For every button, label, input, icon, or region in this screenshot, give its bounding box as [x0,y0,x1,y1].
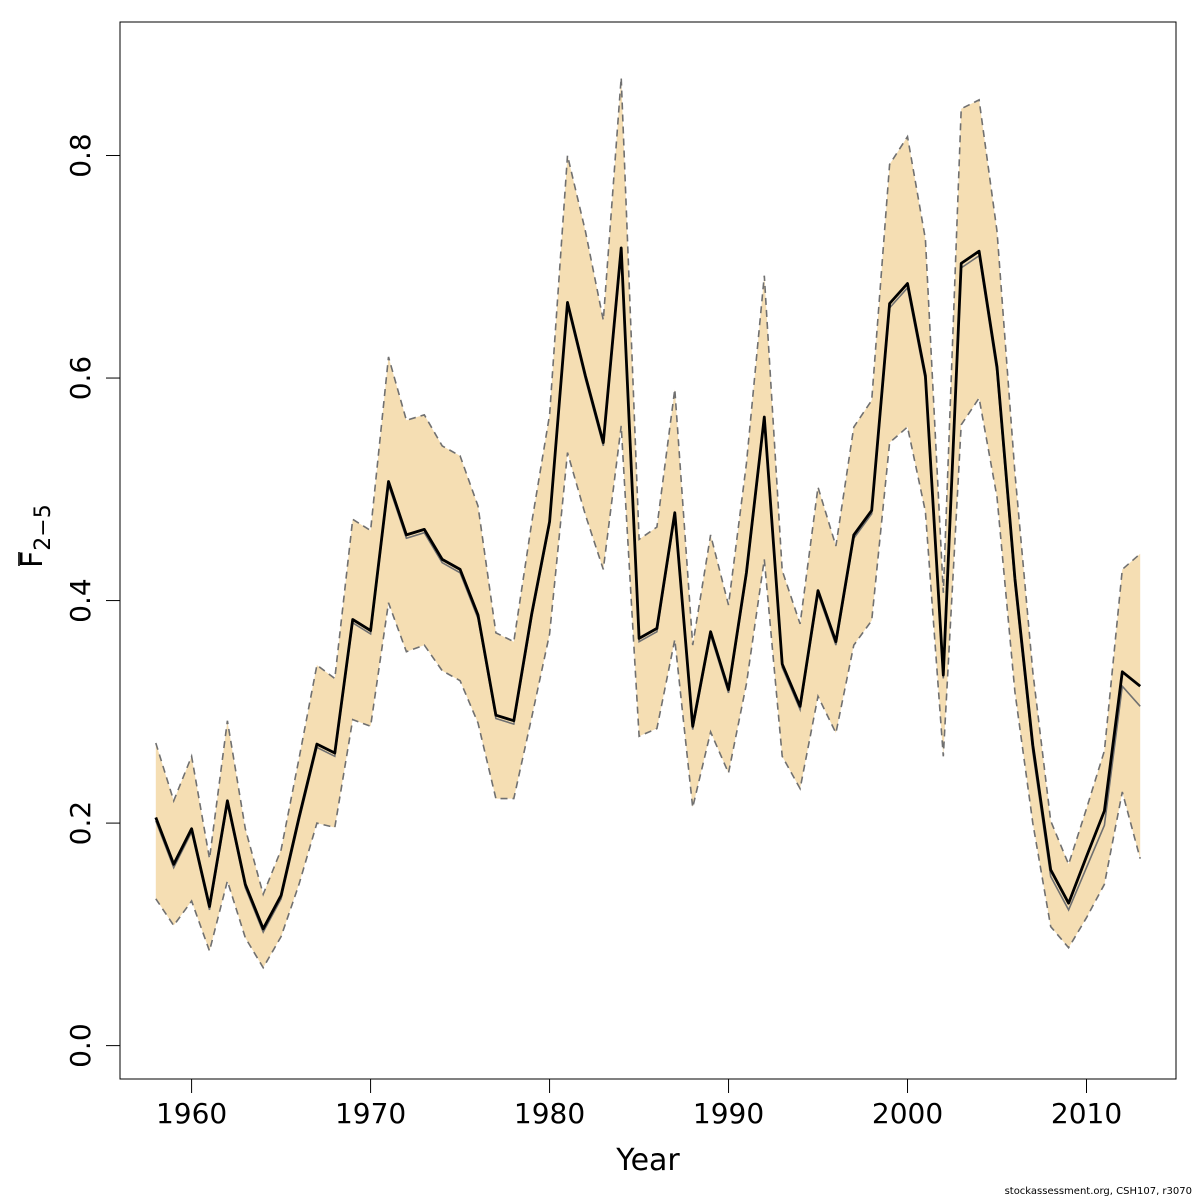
lower-bound-line [155,396,1141,970]
y-axis-title-subscript: 2−5 [31,504,56,550]
x-tick-label: 2010 [1051,1097,1122,1130]
x-axis: 1960 1970 1980 1990 2000 2010 [156,1079,1122,1130]
retrospective-line [155,252,1141,934]
x-tick-label: 2000 [872,1097,943,1130]
x-tick-label: 1990 [693,1097,764,1130]
x-tick-label: 1980 [514,1097,585,1130]
x-tick-label: 1970 [335,1097,406,1130]
y-tick-label: 0.2 [64,801,97,846]
plot-frame [119,21,1177,1080]
y-axis-title-label: F2−5 [15,504,56,568]
y-axis-title: F2−5 [15,504,56,568]
y-tick-label: 0.8 [64,133,97,178]
x-axis-title: Year [615,1143,680,1178]
y-axis: 0.0 0.2 0.4 0.6 0.8 [64,133,120,1068]
estimate-line [154,246,1142,931]
y-tick-label: 0.0 [64,1023,97,1068]
credit-text: stockassessment.org, CSH107, r3070 [1004,1186,1192,1197]
y-tick-label: 0.4 [64,578,97,623]
plot-area [154,77,1142,970]
upper-bound-line [155,77,1141,897]
y-tick-label: 0.6 [64,356,97,401]
x-tick-label: 1960 [156,1097,227,1130]
confidence-band [155,77,1141,968]
y-axis-title-main: F [15,551,50,568]
